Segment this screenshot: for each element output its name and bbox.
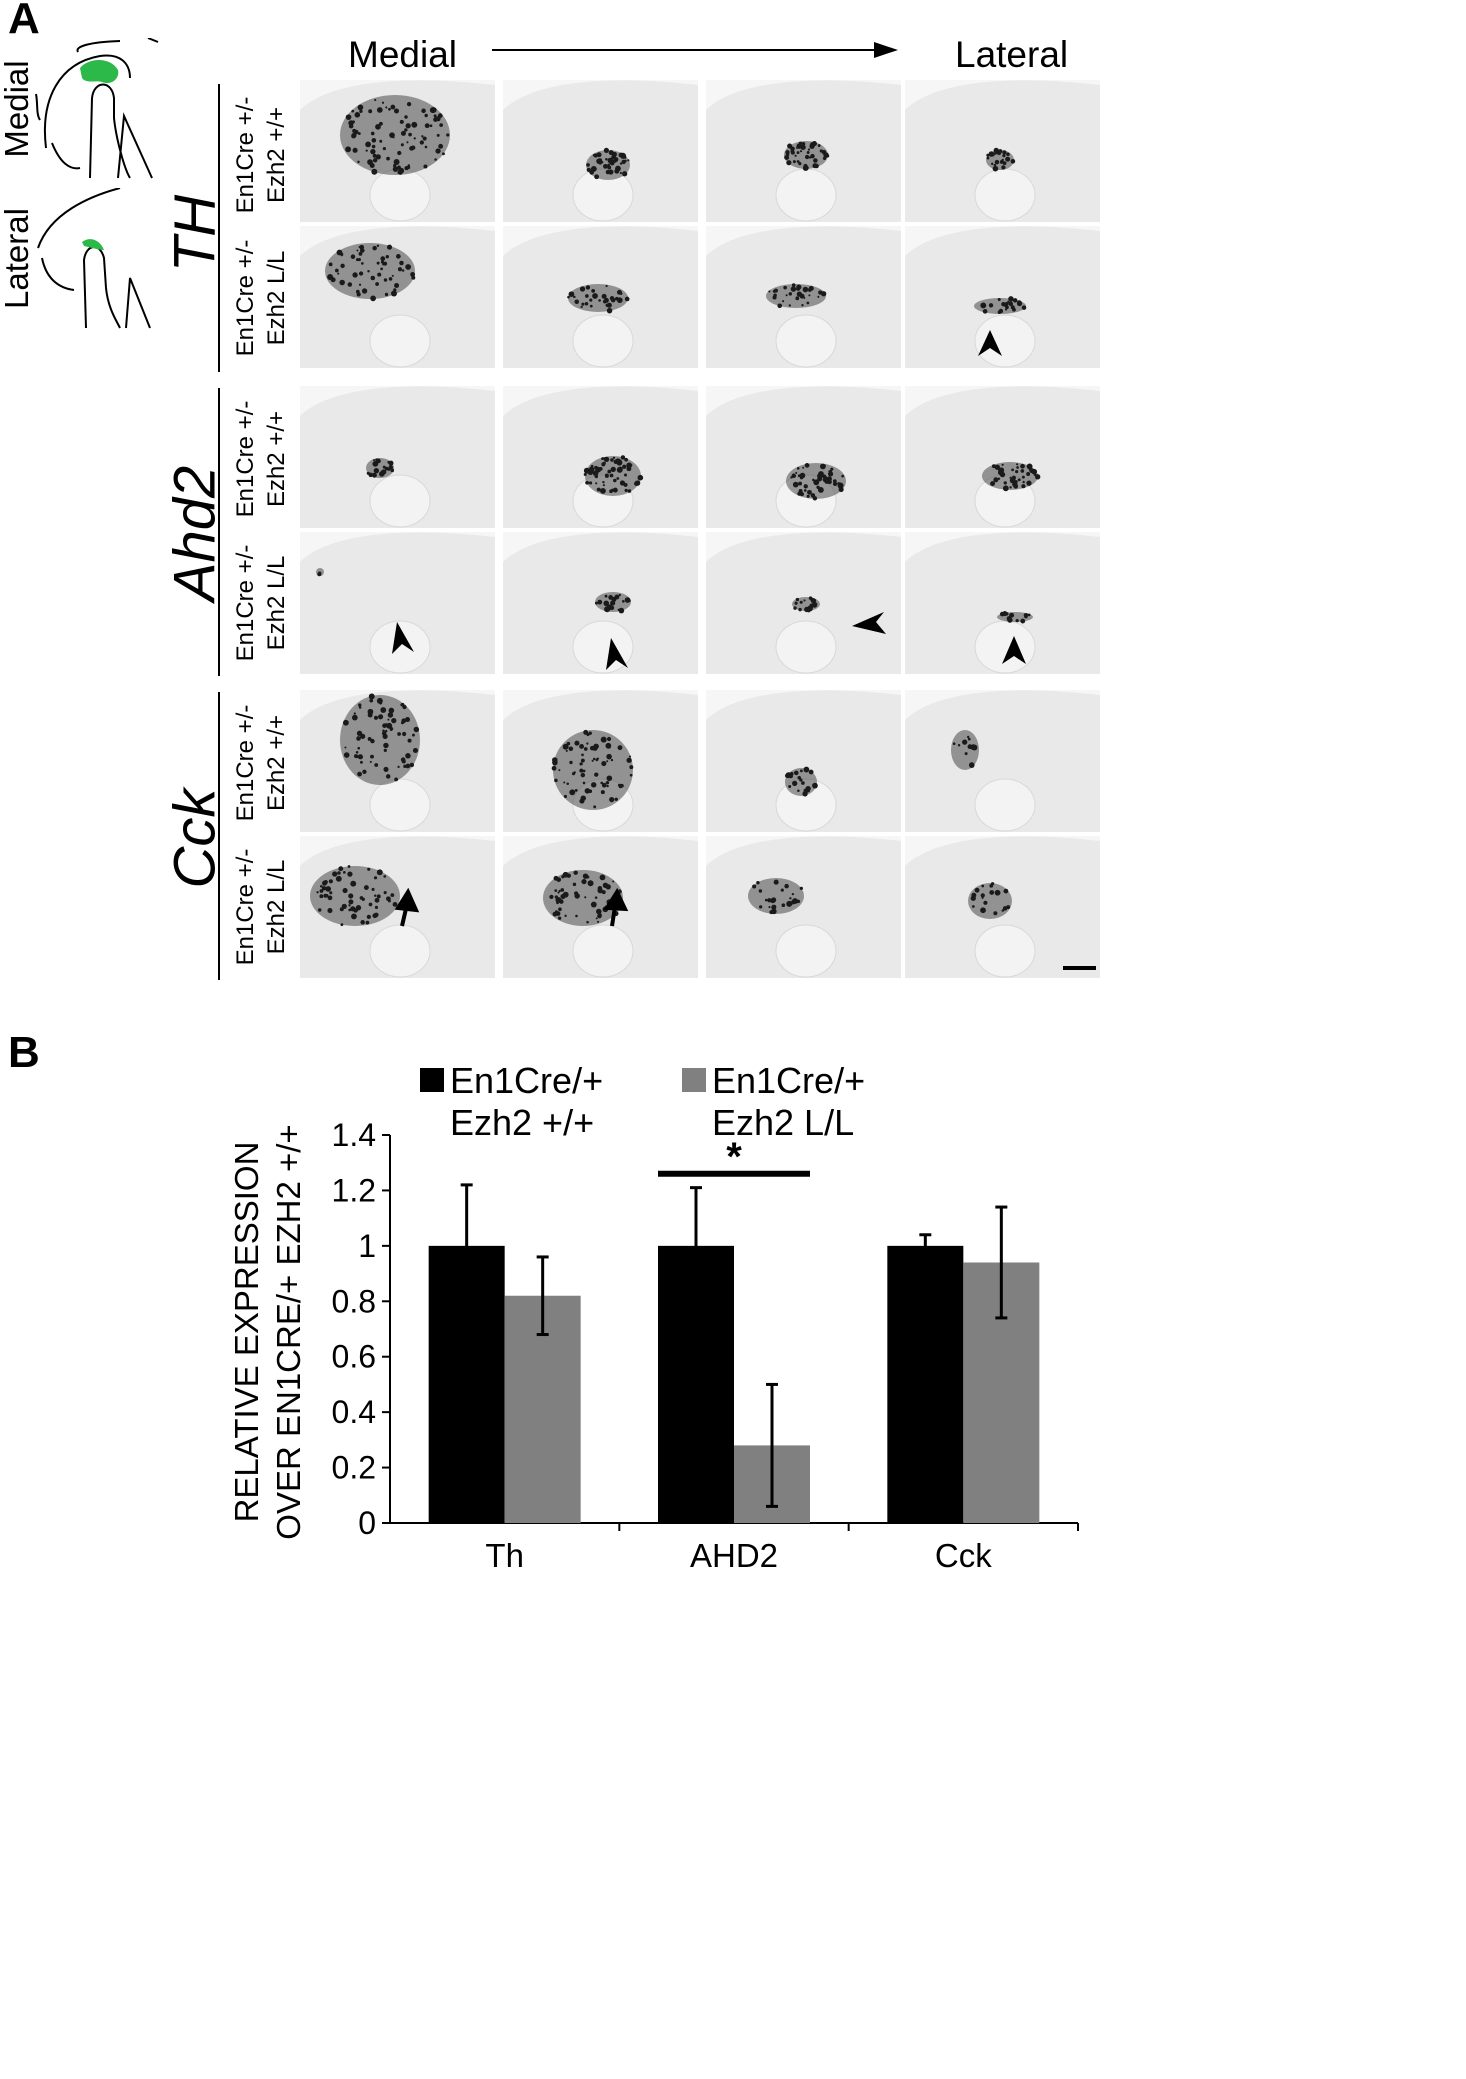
panel-b-letter: B xyxy=(8,1028,40,1077)
th-group-rule xyxy=(218,84,220,372)
micrograph-tile xyxy=(503,836,698,978)
micrograph-tile xyxy=(905,226,1100,368)
micrograph-tile xyxy=(503,532,698,674)
significance-star: * xyxy=(726,1135,742,1179)
arrowhead-ahd2-mutant-4 xyxy=(1002,636,1026,664)
micrograph-tile xyxy=(503,226,698,368)
arrowhead-th-mutant-lateral xyxy=(978,330,1002,356)
micrograph-tile xyxy=(706,386,901,528)
micrograph-tile xyxy=(905,80,1100,222)
micrograph-tile xyxy=(300,532,495,674)
micrograph-tile xyxy=(503,386,698,528)
arrowhead-ahd2-mutant-1 xyxy=(392,622,414,654)
y-axis-label: RELATIVE EXPRESSION OVER EN1CRE/+ EZH2 +/… xyxy=(228,1124,307,1540)
micrograph-tile xyxy=(706,836,901,978)
bar-chart: 0 0.2 0.4 0.6 0.8 1 1.2 1.4 Th AHD2 Cck * xyxy=(332,1117,1079,1574)
y-tick-label: 1.2 xyxy=(332,1172,376,1208)
y-tick-label: 0 xyxy=(358,1505,376,1541)
micrograph-tile xyxy=(905,386,1100,528)
annotation-overlay xyxy=(392,330,1096,970)
arrowhead-ahd2-mutant-2 xyxy=(606,638,628,670)
schematic-medial xyxy=(0,37,160,188)
direction-lateral-label: Lateral xyxy=(955,34,1069,75)
panel-a-letter: A xyxy=(8,0,40,43)
y-tick-label: 0.4 xyxy=(332,1394,376,1430)
micrograph-tile xyxy=(706,690,901,832)
micrograph-tile xyxy=(503,80,698,222)
schematic-lateral xyxy=(0,187,160,338)
legend-swatch-control xyxy=(420,1068,444,1092)
micrograph-tile xyxy=(706,80,901,222)
legend-text-mutant: En1Cre/+ Ezh2 L/L xyxy=(712,1060,866,1143)
y-tick-label: 1 xyxy=(358,1228,376,1264)
micrograph-tile xyxy=(300,690,495,832)
micrograph-tile xyxy=(300,226,495,368)
bar xyxy=(887,1245,964,1523)
micrograph-tile xyxy=(706,532,901,674)
micrograph-tile xyxy=(300,80,495,222)
micrograph-tile xyxy=(300,386,495,528)
x-category-label: Cck xyxy=(935,1537,992,1574)
legend-text-control: En1Cre/+ Ezh2 +/+ xyxy=(450,1060,604,1143)
medial-sagittal-outline xyxy=(35,37,159,179)
micrograph-tile xyxy=(905,836,1100,978)
y-tick-label: 0.6 xyxy=(332,1339,376,1375)
direction-medial-label: Medial xyxy=(348,34,457,75)
x-category-label: Th xyxy=(485,1537,524,1574)
y-tick-label: 0.2 xyxy=(332,1450,376,1486)
micrograph-tile xyxy=(905,690,1100,832)
legend-swatch-mutant xyxy=(682,1068,706,1092)
medial-lateral-arrow xyxy=(492,42,898,58)
micrograph-tile xyxy=(503,690,698,832)
lateral-sagittal-outline xyxy=(37,187,151,329)
cck-group-rule xyxy=(218,692,220,980)
ahd2-group-rule xyxy=(218,388,220,676)
arrowhead-ahd2-mutant-3 xyxy=(852,612,886,634)
micrograph-tile xyxy=(706,226,901,368)
micrograph-tile xyxy=(905,532,1100,674)
x-category-label: AHD2 xyxy=(690,1537,778,1574)
y-tick-label: 0.8 xyxy=(332,1283,376,1319)
y-tick-label: 1.4 xyxy=(332,1117,376,1153)
